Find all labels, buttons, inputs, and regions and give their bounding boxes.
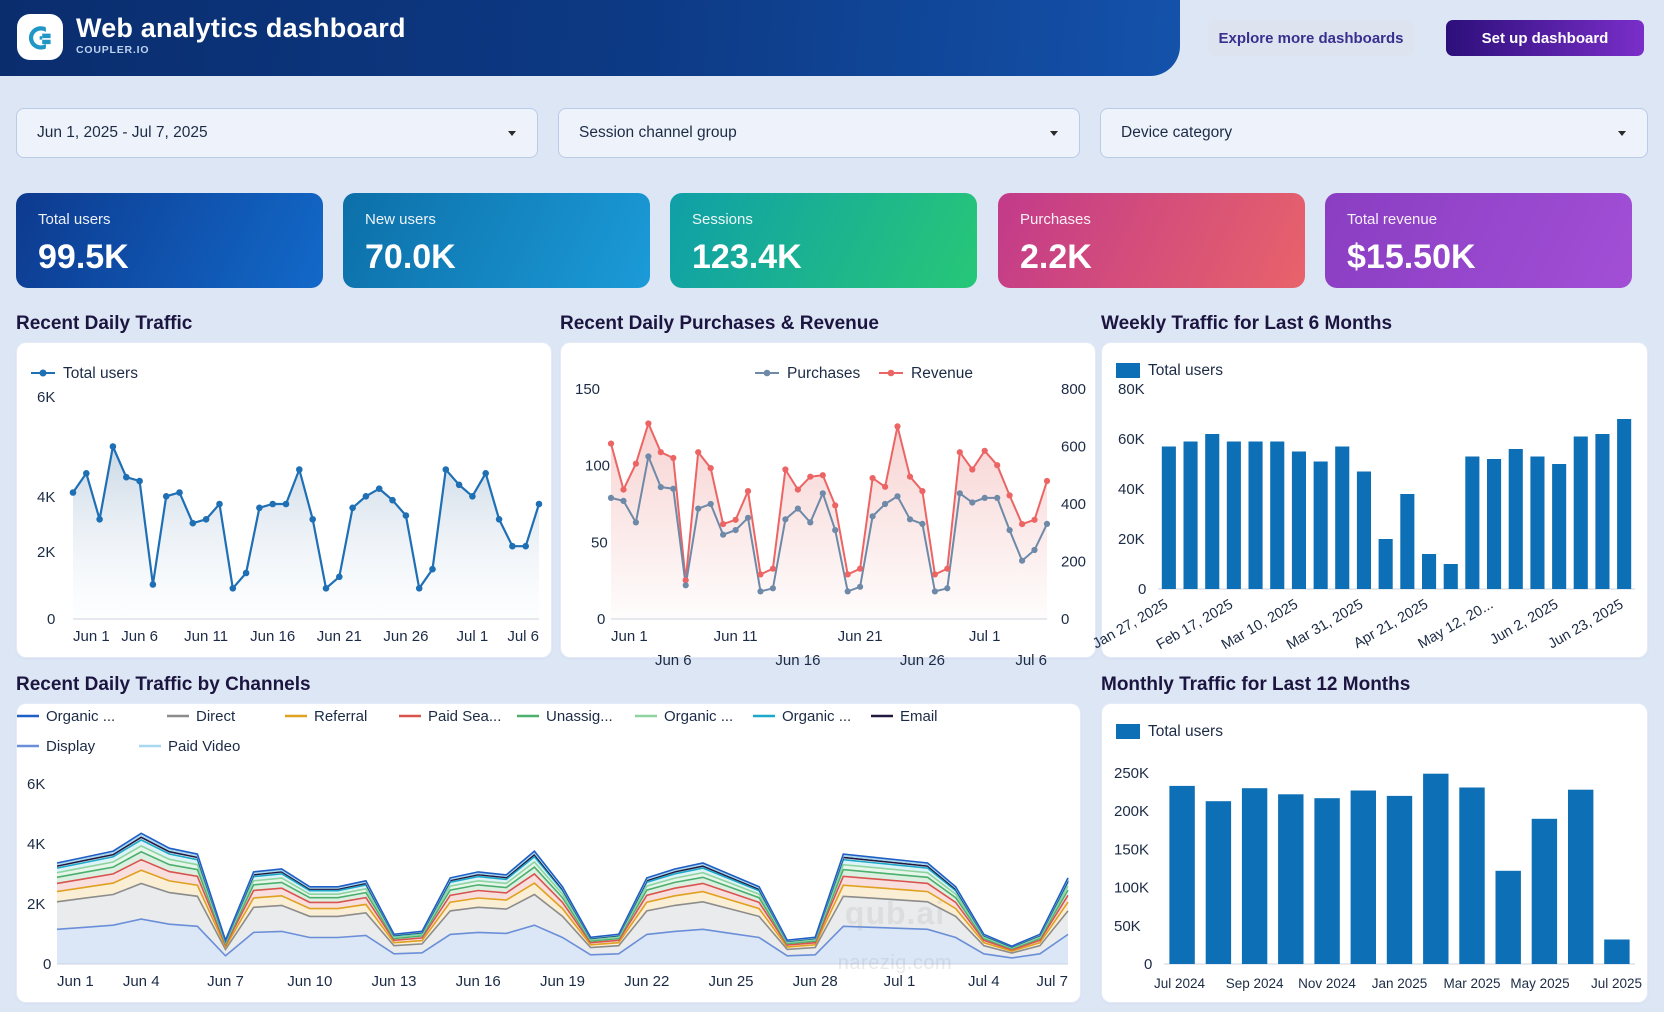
svg-text:0: 0: [47, 611, 55, 628]
svg-text:Jul 2025: Jul 2025: [1591, 976, 1642, 991]
svg-text:Display: Display: [46, 738, 96, 755]
svg-text:Paid Sea...: Paid Sea...: [428, 708, 501, 725]
svg-text:40K: 40K: [1118, 481, 1145, 498]
svg-text:Jun 28: Jun 28: [793, 973, 838, 990]
svg-text:Jun 7: Jun 7: [207, 973, 244, 990]
svg-text:Email: Email: [900, 708, 938, 725]
svg-text:Jun 16: Jun 16: [250, 628, 295, 645]
svg-text:Jun 11: Jun 11: [714, 628, 758, 645]
svg-text:0: 0: [1144, 956, 1152, 973]
svg-text:100: 100: [585, 458, 610, 475]
svg-text:Organic ...: Organic ...: [664, 708, 733, 725]
svg-text:60K: 60K: [1118, 431, 1145, 448]
svg-text:2K: 2K: [37, 544, 55, 561]
svg-text:6K: 6K: [27, 776, 45, 793]
svg-text:0: 0: [597, 611, 605, 628]
svg-text:Paid Video: Paid Video: [168, 738, 240, 755]
svg-text:Jun 16: Jun 16: [456, 973, 501, 990]
svg-text:Mar 2025: Mar 2025: [1443, 976, 1500, 991]
svg-text:Organic ...: Organic ...: [782, 708, 851, 725]
svg-text:Jun 6: Jun 6: [121, 628, 158, 645]
svg-text:Referral: Referral: [314, 708, 367, 725]
svg-text:Jul 4: Jul 4: [968, 973, 1000, 990]
svg-text:400: 400: [1061, 496, 1086, 513]
svg-text:200: 200: [1061, 554, 1086, 571]
svg-text:6K: 6K: [37, 389, 55, 406]
svg-text:2K: 2K: [27, 896, 45, 913]
svg-text:Jul 1: Jul 1: [884, 973, 916, 990]
svg-text:Revenue: Revenue: [911, 365, 973, 382]
svg-text:Purchases: Purchases: [787, 365, 860, 382]
svg-text:Jun 26: Jun 26: [900, 652, 945, 669]
svg-text:Jun 1: Jun 1: [611, 628, 648, 645]
svg-text:Sep 2024: Sep 2024: [1226, 976, 1284, 991]
svg-text:Jul 2024: Jul 2024: [1154, 976, 1206, 991]
svg-text:Jun 1: Jun 1: [73, 628, 110, 645]
svg-text:0: 0: [1061, 611, 1069, 628]
svg-text:0: 0: [1138, 581, 1146, 598]
svg-text:Jun 4: Jun 4: [123, 973, 160, 990]
svg-text:4K: 4K: [37, 489, 55, 506]
svg-text:4K: 4K: [27, 836, 45, 853]
svg-text:80K: 80K: [1118, 381, 1145, 398]
svg-text:150: 150: [575, 381, 600, 398]
svg-text:Jun 6: Jun 6: [655, 652, 692, 669]
svg-text:Unassig...: Unassig...: [546, 708, 613, 725]
svg-text:100K: 100K: [1114, 880, 1149, 897]
svg-text:Jul 1: Jul 1: [457, 628, 489, 645]
svg-text:Jul 6: Jul 6: [1015, 652, 1047, 669]
svg-text:600: 600: [1061, 439, 1086, 456]
svg-text:20K: 20K: [1118, 531, 1145, 548]
svg-text:Jan 2025: Jan 2025: [1372, 976, 1428, 991]
svg-text:Jul 1: Jul 1: [969, 628, 1001, 645]
svg-text:Jul 7: Jul 7: [1036, 973, 1068, 990]
svg-text:Total users: Total users: [1148, 362, 1223, 379]
svg-text:Jul 6: Jul 6: [507, 628, 539, 645]
svg-text:Jun 16: Jun 16: [775, 652, 820, 669]
svg-text:Jun 26: Jun 26: [383, 628, 428, 645]
svg-text:Jun 10: Jun 10: [287, 973, 332, 990]
svg-text:Jun 11: Jun 11: [184, 628, 228, 645]
svg-text:250K: 250K: [1114, 765, 1149, 782]
svg-text:Jun 21: Jun 21: [838, 628, 883, 645]
svg-text:Jun 1: Jun 1: [57, 973, 94, 990]
svg-text:50K: 50K: [1114, 918, 1141, 935]
svg-text:50: 50: [591, 534, 608, 551]
svg-text:Jun 13: Jun 13: [371, 973, 416, 990]
svg-text:Jun 19: Jun 19: [540, 973, 585, 990]
svg-text:800: 800: [1061, 381, 1086, 398]
svg-text:0: 0: [43, 956, 51, 973]
svg-text:Jun 22: Jun 22: [624, 973, 669, 990]
svg-text:Jun 21: Jun 21: [317, 628, 362, 645]
svg-text:Organic ...: Organic ...: [46, 708, 115, 725]
svg-text:200K: 200K: [1114, 803, 1149, 820]
svg-text:Direct: Direct: [196, 708, 236, 725]
svg-text:Total users: Total users: [63, 365, 138, 382]
svg-text:Jun 25: Jun 25: [708, 973, 753, 990]
svg-text:150K: 150K: [1114, 841, 1149, 858]
svg-text:May 2025: May 2025: [1510, 976, 1569, 991]
svg-text:Total users: Total users: [1148, 723, 1223, 740]
svg-text:Nov 2024: Nov 2024: [1298, 976, 1356, 991]
